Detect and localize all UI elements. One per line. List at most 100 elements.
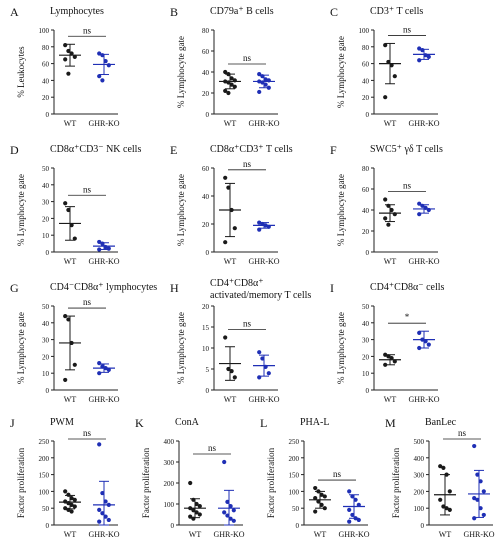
y-tick-label: 100 [164,501,175,509]
data-point-wt [229,76,234,81]
panel-title: CD8α⁺CD3⁻ NK cells [50,144,141,155]
y-axis-label: % Lymphocyte gate [16,312,26,384]
data-point-ghr-ko [426,207,431,213]
panel-title: CD79a⁺ B cells [210,6,274,17]
y-tick-label: 50 [362,303,370,311]
data-point-ghr-ko [263,77,268,82]
panel-k: K ConA 0 100 200 300 400 Factor proliferation WT… [135,416,245,539]
panel-letter: J [10,416,15,430]
y-tick-label: 20 [202,221,210,229]
x-tick-label-wt: WT [314,530,327,539]
y-tick-label: 60 [362,61,370,69]
data-point-wt [191,508,196,513]
y-axis-label: Factor proliferation [141,447,151,518]
x-tick-label-wt: WT [64,395,77,404]
data-point-wt [322,494,327,499]
panel-title: PHA-L [300,417,329,428]
data-point-wt [226,366,231,372]
data-point-ghr-ko [417,345,422,351]
panel-letter: C [330,5,338,19]
panel-j: J PWM 0 50 100 150 200 250 Factor proliferation W… [10,416,120,539]
significance-label: ns [83,25,92,35]
data-point-ghr-ko [472,496,477,501]
data-point-wt [69,223,74,228]
panel-letter: H [170,281,179,295]
x-tick-label-ghr-ko: GHR-KO [338,530,369,539]
x-tick-label-wt: WT [64,119,77,128]
panel-title: CD4⁻CD8α⁺ lymphocytes [50,282,157,293]
data-point-wt [386,59,391,65]
x-tick-label-wt: WT [64,257,77,266]
data-point-wt [63,377,68,383]
data-point-ghr-ko [478,479,483,484]
y-tick-label: 400 [164,438,175,446]
x-tick-label-ghr-ko: GHR-KO [88,257,119,266]
data-point-ghr-ko [103,58,108,64]
data-point-ghr-ko [103,514,108,519]
y-tick-label: 0 [46,111,50,119]
y-tick-label: 20 [362,353,370,361]
y-tick-label: 60 [202,165,210,173]
data-point-wt [441,504,446,509]
y-tick-label: 0 [366,111,370,119]
data-point-ghr-ko [257,79,262,84]
data-point-wt [72,362,77,367]
panel-h: H CD4⁺CD8α⁺activated/memory T cells 0 5 10 15… [170,278,311,404]
significance-label: ns [83,297,92,307]
y-tick-label: 40 [362,77,370,85]
data-point-ghr-ko [423,205,428,210]
data-point-wt [383,352,388,357]
data-point-ghr-ko [100,78,105,83]
x-tick-label-wt: WT [439,530,452,539]
y-tick-label: 100 [414,505,425,513]
data-point-wt [232,84,237,89]
panel-b: B CD79a⁺ B cells 0 20 40 60 80 % Lymphocyte gat… [170,5,280,128]
data-point-ghr-ko [260,356,265,361]
data-point-wt [223,88,228,93]
significance-label: ns [333,469,342,479]
panel-m: M BanLec 0 100 200 300 400 500 Factor proliferat… [385,416,495,539]
data-point-ghr-ko [260,80,265,85]
data-point-wt [316,499,321,504]
data-point-wt [226,80,231,85]
y-tick-label: 10 [42,370,50,378]
y-tick-label: 20 [362,94,370,102]
data-point-ghr-ko [478,506,483,511]
data-point-wt [188,480,193,486]
data-point-ghr-ko [100,364,105,369]
data-point-wt [226,72,231,77]
y-tick-label: 80 [42,44,50,52]
panel-title: CD8α⁺CD3⁺ T cells [210,144,293,155]
data-point-wt [63,57,68,62]
data-point-ghr-ko [420,203,425,208]
panel-title-line2: activated/memory T cells [210,290,311,301]
y-tick-label: 150 [39,472,50,480]
data-point-ghr-ko [257,227,262,232]
data-point-ghr-ko [426,54,431,59]
data-point-wt [223,335,228,340]
y-tick-label: 0 [46,387,50,395]
x-tick-label-ghr-ko: GHR-KO [463,530,494,539]
data-point-ghr-ko [472,443,477,449]
data-point-wt [223,79,228,84]
data-point-wt [316,489,321,494]
significance-label: ns [83,184,92,194]
data-point-wt [66,207,71,213]
data-point-ghr-ko [222,510,227,515]
y-tick-label: 0 [206,249,210,257]
panel-title: ConA [175,417,200,428]
x-tick-label-wt: WT [384,119,397,128]
data-point-wt [69,51,74,56]
y-tick-label: 500 [414,438,425,446]
data-point-wt [313,485,318,491]
panel-letter: A [10,5,19,19]
data-point-ghr-ko [225,513,230,518]
y-tick-label: 20 [202,303,210,311]
data-point-ghr-ko [263,82,268,87]
data-point-ghr-ko [356,517,361,523]
y-tick-label: 20 [362,228,370,236]
data-point-ghr-ko [225,499,230,504]
data-point-ghr-ko [97,371,102,376]
panel-title: CD4⁺CD8α⁺ [210,278,264,289]
